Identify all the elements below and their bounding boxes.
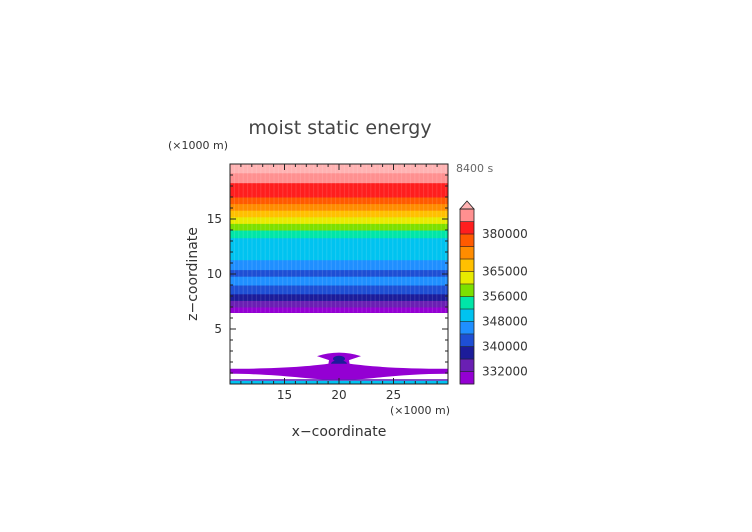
contour-band-15 <box>230 182 448 198</box>
contour-band-7 <box>230 248 448 261</box>
contour-band-8 <box>230 237 448 250</box>
contour-band-2 <box>230 293 448 301</box>
contour-band-10 <box>230 223 448 231</box>
colorbar-segment-12 <box>460 221 474 235</box>
cloud-layer <box>230 363 448 380</box>
colorbar-segment-11 <box>460 234 474 247</box>
x-tick-label: 15 <box>277 388 292 402</box>
x-tick-label: 25 <box>386 388 401 402</box>
contour-band-4 <box>230 276 448 286</box>
colorbar-tick-label: 365000 <box>482 265 528 279</box>
x-axis-label: x−coordinate <box>292 424 387 440</box>
colorbar-segment-7 <box>460 284 474 297</box>
contour-band-12 <box>230 210 448 218</box>
colorbar-segment-3 <box>460 334 474 347</box>
colorbar-segment-1 <box>460 359 474 372</box>
y-unit-label: (×1000 m) <box>168 139 228 152</box>
plot-area <box>230 164 448 384</box>
contour-band-0 <box>230 307 448 313</box>
chart-title: moist static energy <box>248 117 431 139</box>
contour-band-11 <box>230 216 448 224</box>
contour-band-14 <box>230 197 448 205</box>
time-label: 8400 s <box>456 162 493 175</box>
colorbar-segment-8 <box>460 271 474 285</box>
colorbar-tick-label: 380000 <box>482 227 528 241</box>
colorbar-tick-label: 356000 <box>482 290 528 304</box>
y-tick-label: 5 <box>214 322 222 336</box>
colorbar-extend-arrow <box>459 200 475 210</box>
contour-band-3 <box>230 285 448 295</box>
plume-core-middle <box>333 355 345 362</box>
colorbar-segment-9 <box>460 259 474 272</box>
colorbar-segment-2 <box>460 346 474 360</box>
colorbar-tick-label: 332000 <box>482 365 528 379</box>
x-unit-label: (×1000 m) <box>390 404 450 417</box>
colorbar-segment-6 <box>460 296 474 310</box>
colorbar-segment-5 <box>460 309 474 322</box>
contour-band-6 <box>230 259 448 271</box>
colorbar-segment-13 <box>460 209 474 222</box>
contour-band-1 <box>230 300 448 308</box>
colorbar-segment-4 <box>460 321 474 335</box>
y-axis-label: z−coordinate <box>185 227 201 321</box>
x-axis: 15 20 25 <box>240 164 438 402</box>
contour-band-13 <box>230 203 448 211</box>
x-tick-label: 20 <box>331 388 346 402</box>
colorbar-tick-label: 340000 <box>482 340 528 354</box>
contour-band-9 <box>230 230 448 239</box>
colorbar: 380000 365000 356000 348000 340000 332000 <box>459 200 528 385</box>
y-tick-label: 10 <box>207 267 222 281</box>
y-axis: 5 10 15 <box>207 174 448 374</box>
contour-band-16 <box>230 172 448 184</box>
contour-band-5 <box>230 269 448 277</box>
colorbar-segment-10 <box>460 246 474 260</box>
y-tick-label: 15 <box>207 212 222 226</box>
colorbar-segment-0 <box>460 371 474 385</box>
colorbar-tick-label: 348000 <box>482 315 528 329</box>
